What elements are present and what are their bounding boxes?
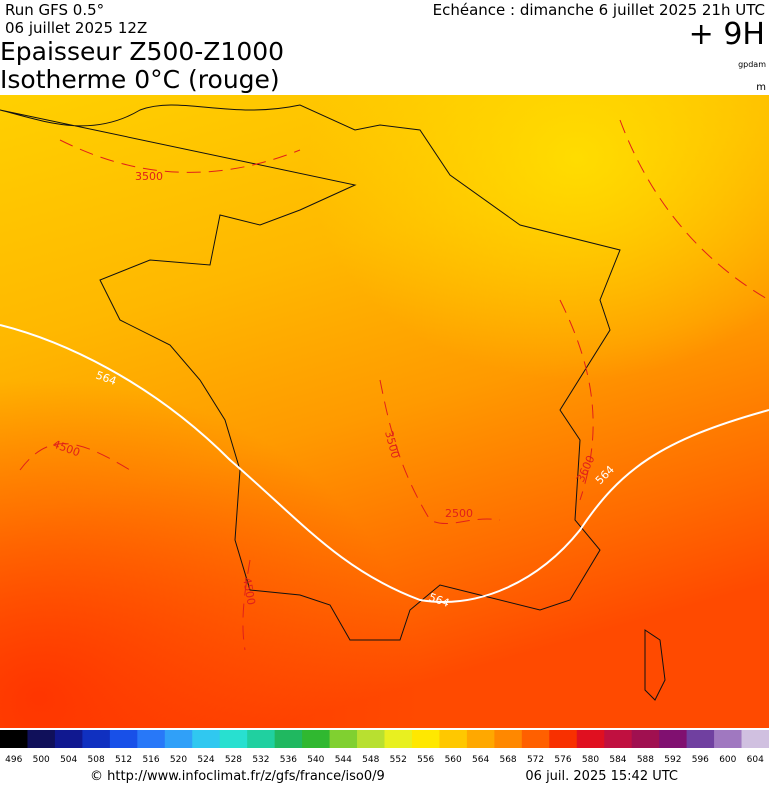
legend-label: 508 [88, 755, 105, 765]
legend-label: 596 [692, 755, 709, 765]
legend-swatch [192, 730, 221, 748]
legend-label: 500 [33, 755, 50, 765]
isotherms [19, 119, 769, 651]
legend-swatch [494, 730, 523, 748]
legend-label: 552 [390, 755, 407, 765]
legend-swatch [164, 730, 193, 748]
legend-swatch [686, 730, 715, 748]
coastline [0, 104, 621, 641]
legend-swatch [82, 730, 111, 748]
legend-swatch [219, 730, 248, 748]
legend-label: 576 [554, 755, 571, 765]
legend-swatch [659, 730, 688, 748]
legend-label: 604 [747, 755, 764, 765]
isotherm [242, 559, 251, 651]
legend-label: 540 [307, 755, 324, 765]
legend-swatch [411, 730, 440, 748]
legend-label: 560 [445, 755, 462, 765]
isotherm [19, 443, 131, 471]
timestamp: 06 juil. 2025 15:42 UTC [525, 769, 678, 784]
legend-label: 544 [335, 755, 352, 765]
corsica [644, 629, 666, 701]
legend-swatch [302, 730, 331, 748]
field-ne [0, 95, 769, 728]
legend-label: 496 [5, 755, 22, 765]
legend-swatch [54, 730, 83, 748]
isotherm [59, 139, 301, 173]
legend-label: 524 [197, 755, 214, 765]
unit: gpdam [738, 60, 766, 69]
legend-label: 504 [60, 755, 77, 765]
legend-label: 572 [527, 755, 544, 765]
legend-label: 532 [252, 755, 269, 765]
legend-swatch [741, 730, 769, 748]
run: Run GFS 0.5° [5, 1, 104, 19]
legend-swatch [137, 730, 166, 748]
legend-swatch [0, 730, 28, 748]
contour-label: 4500 [240, 576, 258, 606]
legend-swatch [27, 730, 56, 748]
legend-swatch [247, 730, 276, 748]
legend-swatch [549, 730, 578, 748]
legend-label: 600 [719, 755, 736, 765]
isotherm [559, 299, 594, 501]
legend-swatch [714, 730, 743, 748]
legend-label: 592 [664, 755, 681, 765]
legend-swatch [466, 730, 495, 748]
contour-label: 2500 [445, 507, 473, 520]
echeance: Echéance : dimanche 6 juillet 2025 21h U… [433, 1, 765, 19]
legend-label: 536 [280, 755, 297, 765]
legend-swatch [357, 730, 385, 748]
legend-swatch [576, 730, 605, 748]
legend-swatch [109, 730, 138, 748]
legend-swatch [439, 730, 468, 748]
legend-swatch [274, 730, 303, 748]
legend-label: 516 [142, 755, 159, 765]
legend-label: 588 [637, 755, 654, 765]
legend-label: 556 [417, 755, 434, 765]
legend-swatch [384, 730, 413, 748]
legend-label: 564 [472, 755, 489, 765]
legend-swatch [329, 730, 358, 748]
isotherm [379, 379, 501, 524]
legend-swatch [631, 730, 660, 748]
subtitle: Isotherme 0°C (rouge) [0, 65, 280, 94]
isotherm [619, 119, 769, 301]
title: Epaisseur Z500-Z1000 [0, 37, 284, 66]
legend-label: 548 [362, 755, 379, 765]
source-url: © http://www.infoclimat.fr/z/gfs/france/… [90, 769, 385, 784]
legend-swatch [521, 730, 550, 748]
isohypse-564 [0, 324, 769, 603]
legend-swatch [604, 730, 633, 748]
map: 3500 564 4500 3500 3600 564 2500 4500 56… [0, 95, 769, 728]
legend-label: 512 [115, 755, 132, 765]
run-date: 06 juillet 2025 12Z [5, 19, 147, 37]
lead-time: + 9H [689, 17, 765, 52]
legend-label: 580 [582, 755, 599, 765]
legend-label: 520 [170, 755, 187, 765]
unit: m [756, 82, 766, 93]
legend-label: 528 [225, 755, 242, 765]
legend-label: 568 [499, 755, 516, 765]
color-legend: 496 500 504 508 512 516 520 524 528 532 536 540 544 5… [0, 730, 769, 765]
legend-label: 584 [609, 755, 626, 765]
contour-label: 3500 [135, 170, 163, 183]
